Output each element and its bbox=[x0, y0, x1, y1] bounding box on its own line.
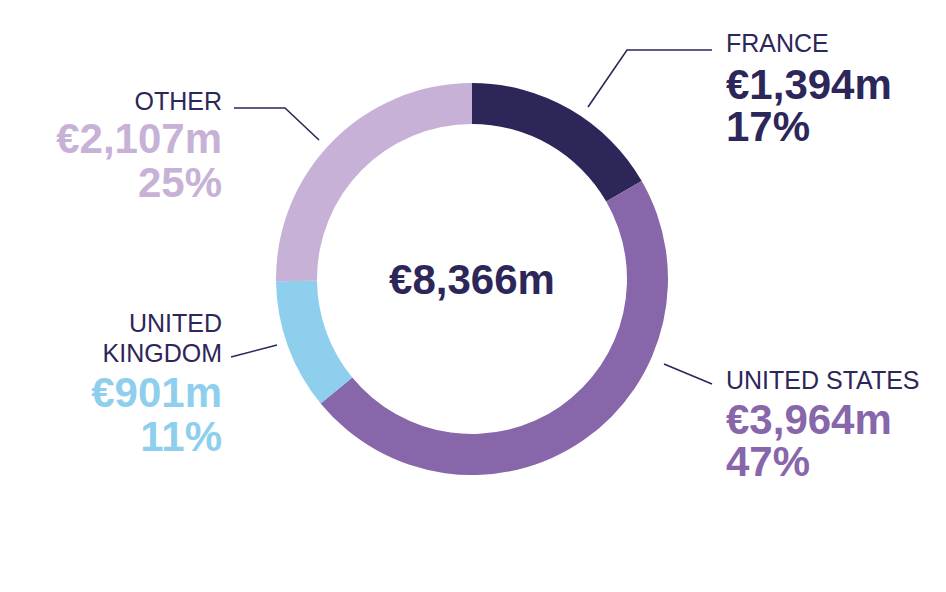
category-label-line: KINGDOM bbox=[103, 339, 222, 367]
percent-label: 17% bbox=[726, 103, 810, 150]
leader-line bbox=[234, 108, 319, 140]
category-label: OTHER bbox=[135, 87, 223, 115]
value-label: €3,964m bbox=[726, 396, 892, 443]
donut-slice bbox=[472, 83, 642, 201]
category-label: FRANCE bbox=[726, 29, 829, 57]
category-label: UNITED STATES bbox=[726, 366, 920, 394]
donut-slice bbox=[321, 181, 668, 475]
value-label: €901m bbox=[91, 369, 222, 416]
value-label: €1,394m bbox=[726, 61, 892, 108]
chart-svg: €8,366m FRANCE €1,394m17% UNITED STATES€3,9… bbox=[0, 0, 946, 592]
donut bbox=[276, 83, 668, 475]
value-label: €2,107m bbox=[56, 115, 222, 162]
chart-container: €8,366m FRANCE €1,394m17% UNITED STATES€3,9… bbox=[0, 0, 946, 592]
leader-line bbox=[231, 345, 277, 357]
percent-label: 11% bbox=[140, 413, 222, 460]
donut-slice bbox=[276, 281, 352, 404]
total-label: €8,366m bbox=[389, 256, 555, 303]
category-label-line: UNITED bbox=[129, 309, 222, 337]
leader-line bbox=[664, 364, 712, 384]
percent-label: 25% bbox=[138, 159, 222, 206]
leader-line bbox=[588, 50, 712, 107]
category-label: UNITEDKINGDOM bbox=[103, 309, 222, 367]
percent-label: 47% bbox=[726, 438, 810, 485]
donut-slice bbox=[276, 83, 472, 281]
